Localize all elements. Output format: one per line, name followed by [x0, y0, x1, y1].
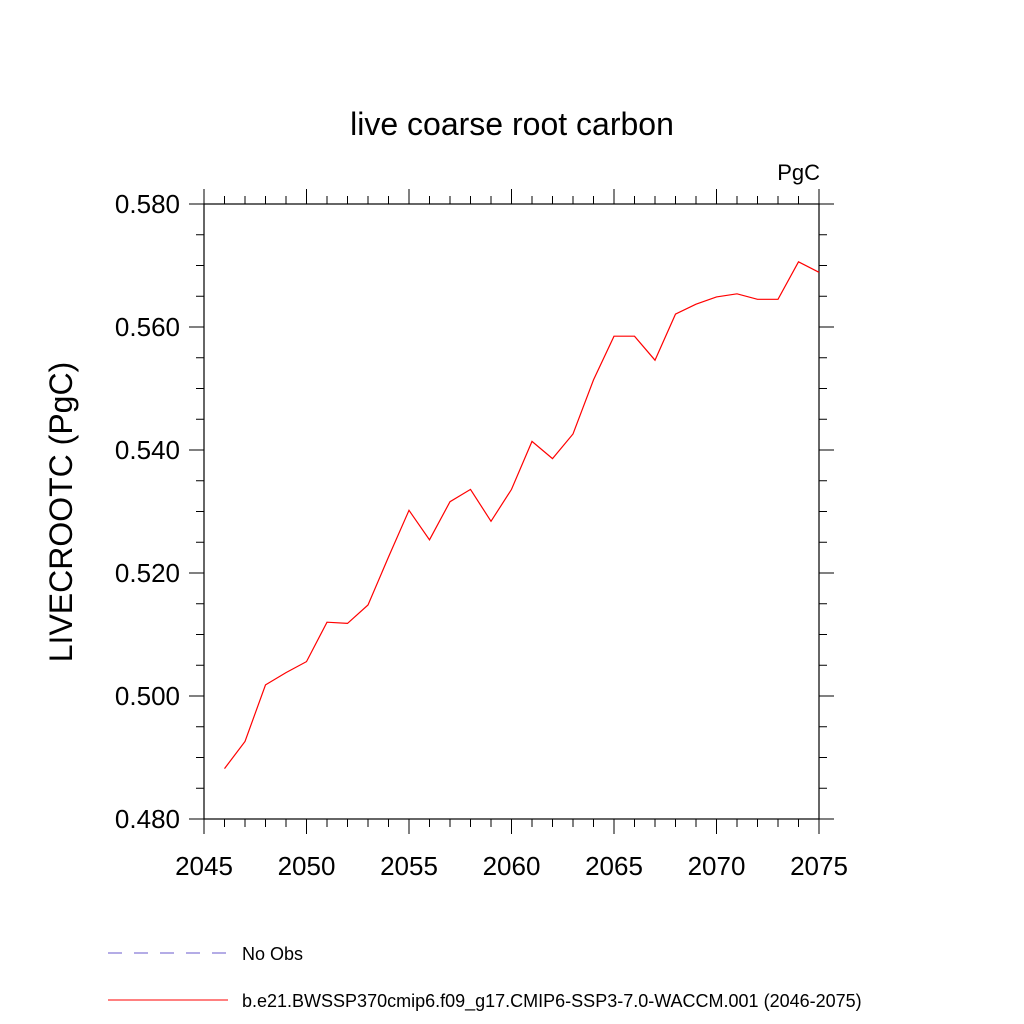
x-tick-label: 2070	[688, 851, 746, 881]
chart-title: live coarse root carbon	[350, 106, 674, 142]
legend: No Obs b.e21.BWSSP370cmip6.f09_g17.CMIP6-…	[108, 944, 862, 1012]
x-tick-label: 2055	[380, 851, 438, 881]
units-label: PgC	[777, 160, 820, 185]
y-tick-label: 0.540	[115, 435, 180, 465]
x-tick-label: 2045	[175, 851, 233, 881]
axis-ticks: 2045 2050 2055 2060 2065 2070 2075 0.480 0.500 0.…	[115, 189, 848, 881]
series-layer	[224, 260, 820, 769]
x-tick-label: 2060	[483, 851, 541, 881]
y-tick-label: 0.580	[115, 189, 180, 219]
y-tick-label: 0.520	[115, 558, 180, 588]
y-tick-label: 0.560	[115, 312, 180, 342]
legend-label: No Obs	[242, 944, 303, 964]
x-tick-label: 2065	[585, 851, 643, 881]
plot-frame	[203, 203, 820, 820]
y-tick-label: 0.480	[115, 804, 180, 834]
y-tick-label: 0.500	[115, 681, 180, 711]
y-axis-label: LIVECROOTC (PgC)	[43, 362, 79, 662]
x-tick-label: 2050	[278, 851, 336, 881]
legend-label: b.e21.BWSSP370cmip6.f09_g17.CMIP6-SSP3-7…	[242, 991, 862, 1012]
series-line	[224, 260, 820, 769]
x-tick-label: 2075	[790, 851, 848, 881]
